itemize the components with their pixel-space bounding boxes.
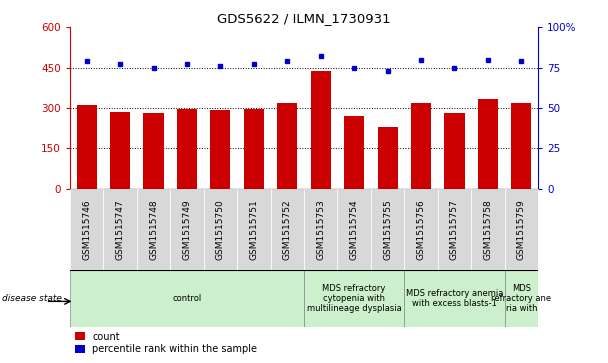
Bar <box>438 189 471 270</box>
Bar <box>137 189 170 270</box>
Bar <box>70 270 304 327</box>
Bar <box>311 71 331 189</box>
Bar <box>204 189 237 270</box>
Bar <box>471 189 505 270</box>
Bar <box>177 109 197 189</box>
Text: GSM1515755: GSM1515755 <box>383 199 392 260</box>
Bar <box>77 105 97 189</box>
Bar <box>411 103 431 189</box>
Bar <box>210 110 230 189</box>
Text: GSM1515746: GSM1515746 <box>82 199 91 260</box>
Bar <box>371 189 404 270</box>
Bar <box>170 189 204 270</box>
Text: GSM1515750: GSM1515750 <box>216 199 225 260</box>
Text: GSM1515751: GSM1515751 <box>249 199 258 260</box>
Text: GSM1515748: GSM1515748 <box>149 199 158 260</box>
Bar <box>478 99 498 189</box>
Bar <box>344 115 364 189</box>
Bar <box>271 189 304 270</box>
Bar <box>143 113 164 189</box>
Text: GSM1515756: GSM1515756 <box>416 199 426 260</box>
Text: GSM1515758: GSM1515758 <box>483 199 492 260</box>
Bar <box>444 113 465 189</box>
Text: GSM1515754: GSM1515754 <box>350 199 359 260</box>
Text: control: control <box>172 294 202 303</box>
Bar <box>304 189 337 270</box>
Bar <box>511 103 531 189</box>
Text: GSM1515759: GSM1515759 <box>517 199 526 260</box>
Text: MDS refractory anemia
with excess blasts-1: MDS refractory anemia with excess blasts… <box>406 289 503 308</box>
Bar <box>505 189 538 270</box>
Text: GSM1515757: GSM1515757 <box>450 199 459 260</box>
Bar <box>337 189 371 270</box>
Bar <box>244 109 264 189</box>
Bar <box>237 189 271 270</box>
Text: disease state: disease state <box>1 294 61 303</box>
Text: GSM1515747: GSM1515747 <box>116 199 125 260</box>
Title: GDS5622 / ILMN_1730931: GDS5622 / ILMN_1730931 <box>217 12 391 25</box>
Bar <box>304 270 404 327</box>
Legend: count, percentile rank within the sample: count, percentile rank within the sample <box>75 331 257 355</box>
Bar <box>378 127 398 189</box>
Bar <box>70 189 103 270</box>
Text: MDS
refractory ane
ria with: MDS refractory ane ria with <box>491 284 551 314</box>
Text: GSM1515749: GSM1515749 <box>182 199 192 260</box>
Bar <box>103 189 137 270</box>
Bar <box>277 103 297 189</box>
Text: GSM1515753: GSM1515753 <box>316 199 325 260</box>
Text: MDS refractory
cytopenia with
multilineage dysplasia: MDS refractory cytopenia with multilinea… <box>307 284 401 314</box>
Bar <box>404 270 505 327</box>
Bar <box>505 270 538 327</box>
Bar <box>110 112 130 189</box>
Bar <box>404 189 438 270</box>
Text: GSM1515752: GSM1515752 <box>283 199 292 260</box>
